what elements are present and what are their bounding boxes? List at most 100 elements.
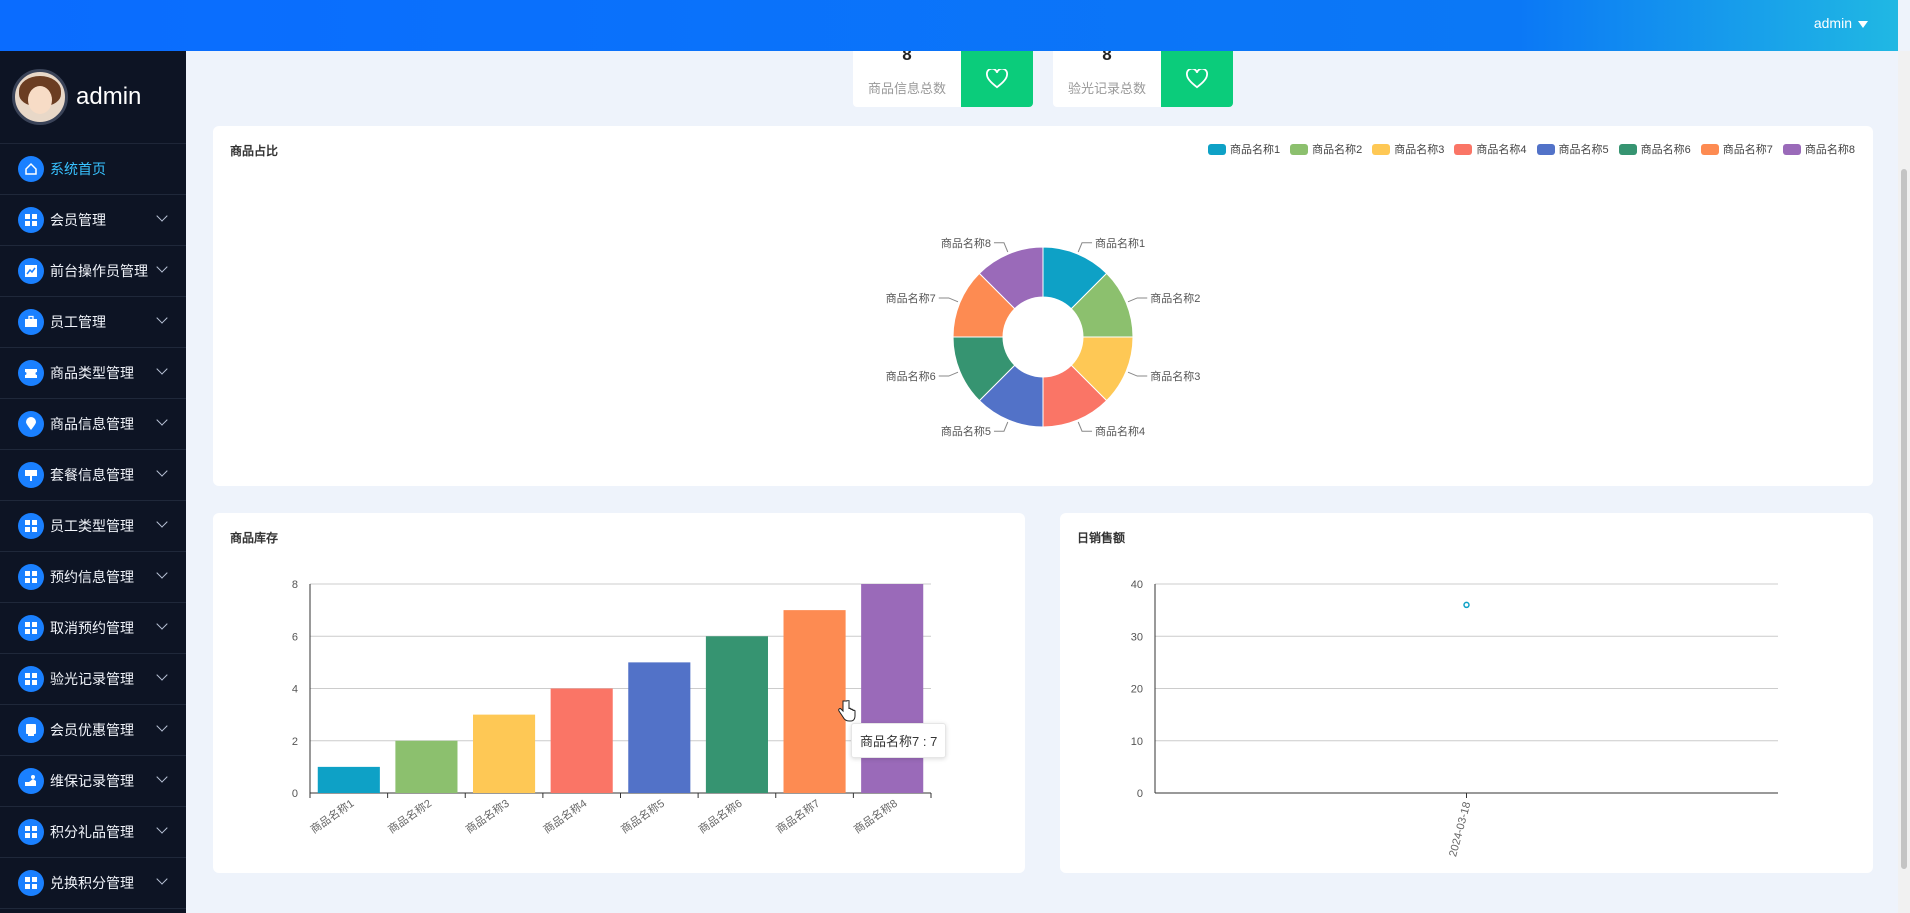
x-tick-label: 商品名称5 — [618, 796, 667, 836]
profile-block: admin — [0, 51, 186, 144]
sidebar-item[interactable]: 积分礼品管理 — [0, 807, 186, 858]
chevron-down-icon — [156, 720, 168, 732]
legend-item[interactable]: 商品名称4 — [1454, 141, 1527, 157]
pie-slice-label: 商品名称7 — [886, 291, 936, 305]
chevron-down-icon — [156, 516, 168, 528]
grid-icon — [18, 819, 44, 845]
sidebar-item-label: 维保记录管理 — [50, 773, 134, 789]
stat-label: 验光记录总数 — [1067, 81, 1146, 96]
sidebar-item-label: 会员优惠管理 — [50, 722, 134, 738]
chevron-down-icon — [156, 873, 168, 885]
pie-label-line — [938, 297, 959, 303]
sidebar-item[interactable]: 商品信息管理 — [0, 399, 186, 450]
sidebar-item[interactable]: 会员优惠管理 — [0, 705, 186, 756]
chevron-down-icon — [156, 312, 168, 324]
legend-swatch — [1618, 143, 1637, 155]
grid-icon — [18, 666, 44, 692]
legend-item[interactable]: 商品名称7 — [1700, 141, 1773, 157]
sidebar-item[interactable]: 员工类型管理 — [0, 501, 186, 552]
chart-icon — [18, 258, 44, 284]
home-icon — [18, 156, 44, 182]
sidebar-item[interactable]: 前台操作员管理 — [0, 246, 186, 297]
heart-icon — [1161, 51, 1233, 107]
caret-down-icon — [1858, 20, 1868, 28]
chevron-down-icon — [156, 771, 168, 783]
bar[interactable] — [395, 740, 458, 793]
pin-icon — [18, 411, 44, 437]
bar-chart-panel: 商品库存 0 2 4 6 8 商品名称1 商品名称2 商品名称3 商品名称4 商品名称5 商品名称6… — [213, 513, 1025, 873]
stat-card-products: 8 商品信息总数 — [853, 51, 1033, 107]
bar[interactable] — [550, 688, 613, 794]
x-tick-label: 商品名称2 — [385, 796, 434, 836]
sidebar-item[interactable]: 预约信息管理 — [0, 552, 186, 603]
legend-label: 商品名称3 — [1394, 144, 1445, 156]
pie-label-line — [1127, 371, 1148, 377]
legend-swatch — [1208, 143, 1226, 155]
bar[interactable] — [783, 610, 846, 793]
bar[interactable] — [705, 636, 768, 793]
user-menu-label: admin — [1813, 15, 1852, 31]
legend-label: 商品名称2 — [1312, 144, 1363, 156]
pie-legend: 商品名称1 商品名称2 商品名称3 商品名称4 商品名称5 商品名称6 商品名称7 商品名称8 — [1208, 141, 1855, 157]
legend-swatch — [1782, 143, 1801, 155]
grid-icon — [18, 207, 44, 233]
sign-icon — [18, 462, 44, 488]
sidebar-item-label: 积分礼品管理 — [50, 824, 134, 840]
pie-label-line — [993, 421, 1009, 432]
sidebar-item[interactable]: 商品类型管理 — [0, 348, 186, 399]
page-scrollbar[interactable] — [1898, 51, 1910, 913]
stat-card-optometry: 8 验光记录总数 — [1053, 51, 1233, 107]
chevron-down-icon — [156, 465, 168, 477]
ticket-icon — [18, 360, 44, 386]
sidebar-item-label: 系统首页 — [50, 161, 106, 177]
sidebar-item-label: 套餐信息管理 — [50, 467, 134, 483]
bar-chart-title: 商品库存 — [230, 531, 279, 545]
top-header-bar: admin — [0, 0, 1898, 51]
bar[interactable] — [861, 584, 924, 793]
legend-item[interactable]: 商品名称5 — [1536, 141, 1609, 157]
x-tick-label: 商品名称7 — [773, 796, 822, 836]
sidebar-item[interactable]: 兑换积分管理 — [0, 858, 186, 909]
pie-label-line — [1077, 421, 1093, 432]
bar[interactable] — [628, 662, 691, 793]
bar[interactable] — [317, 766, 380, 793]
sales-chart-title: 日销售额 — [1077, 531, 1126, 545]
grid-icon — [18, 870, 44, 896]
sales-chart-panel: 日销售额 0 10 20 30 40 2024-03-18 — [1060, 513, 1873, 873]
sidebar-item[interactable]: 会员管理 — [0, 195, 186, 246]
user-menu[interactable]: admin — [1814, 15, 1868, 31]
pie-label-line — [1077, 242, 1093, 253]
y-tick-label: 0 — [1137, 788, 1143, 800]
legend-item[interactable]: 商品名称8 — [1782, 141, 1855, 157]
legend-swatch — [1372, 143, 1391, 155]
pie-chart-panel: 商品占比 商品名称1 商品名称2 商品名称3 商品名称4 商品名称5 商品名称6 商品名称7… — [213, 126, 1873, 486]
legend-swatch — [1290, 143, 1309, 155]
sidebar-item[interactable]: 验光记录管理 — [0, 654, 186, 705]
legend-item[interactable]: 商品名称2 — [1290, 141, 1362, 157]
sidebar-item-label: 员工管理 — [50, 314, 106, 330]
legend-item[interactable]: 商品名称1 — [1208, 141, 1280, 157]
legend-label: 商品名称4 — [1476, 144, 1527, 156]
sidebar-item[interactable]: 取消预约管理 — [0, 603, 186, 654]
chevron-down-icon — [156, 822, 168, 834]
y-tick-label: 30 — [1131, 631, 1143, 643]
sidebar-item[interactable]: 维保记录管理 — [0, 756, 186, 807]
chevron-down-icon — [156, 261, 168, 273]
sidebar-item-label: 取消预约管理 — [50, 620, 134, 636]
sidebar-item-label: 商品类型管理 — [50, 365, 134, 381]
hand-icon — [18, 768, 44, 794]
pie-slice[interactable] — [978, 246, 1044, 310]
legend-item[interactable]: 商品名称3 — [1372, 141, 1444, 157]
sidebar-item[interactable]: 套餐信息管理 — [0, 450, 186, 501]
pie-slice-label: 商品名称5 — [941, 424, 991, 438]
bar[interactable] — [473, 714, 536, 793]
data-point[interactable] — [1463, 601, 1470, 609]
x-tick-label: 2024-03-18 — [1447, 801, 1473, 858]
sidebar-item[interactable]: 员工管理 — [0, 297, 186, 348]
sidebar-item[interactable]: 系统首页 — [0, 144, 186, 195]
legend-item[interactable]: 商品名称6 — [1618, 141, 1691, 157]
pie-slice-label: 商品名称4 — [1095, 424, 1145, 438]
scrollbar-thumb[interactable] — [1901, 169, 1907, 869]
hand-cursor-icon — [838, 700, 856, 722]
legend-swatch — [1700, 143, 1719, 155]
